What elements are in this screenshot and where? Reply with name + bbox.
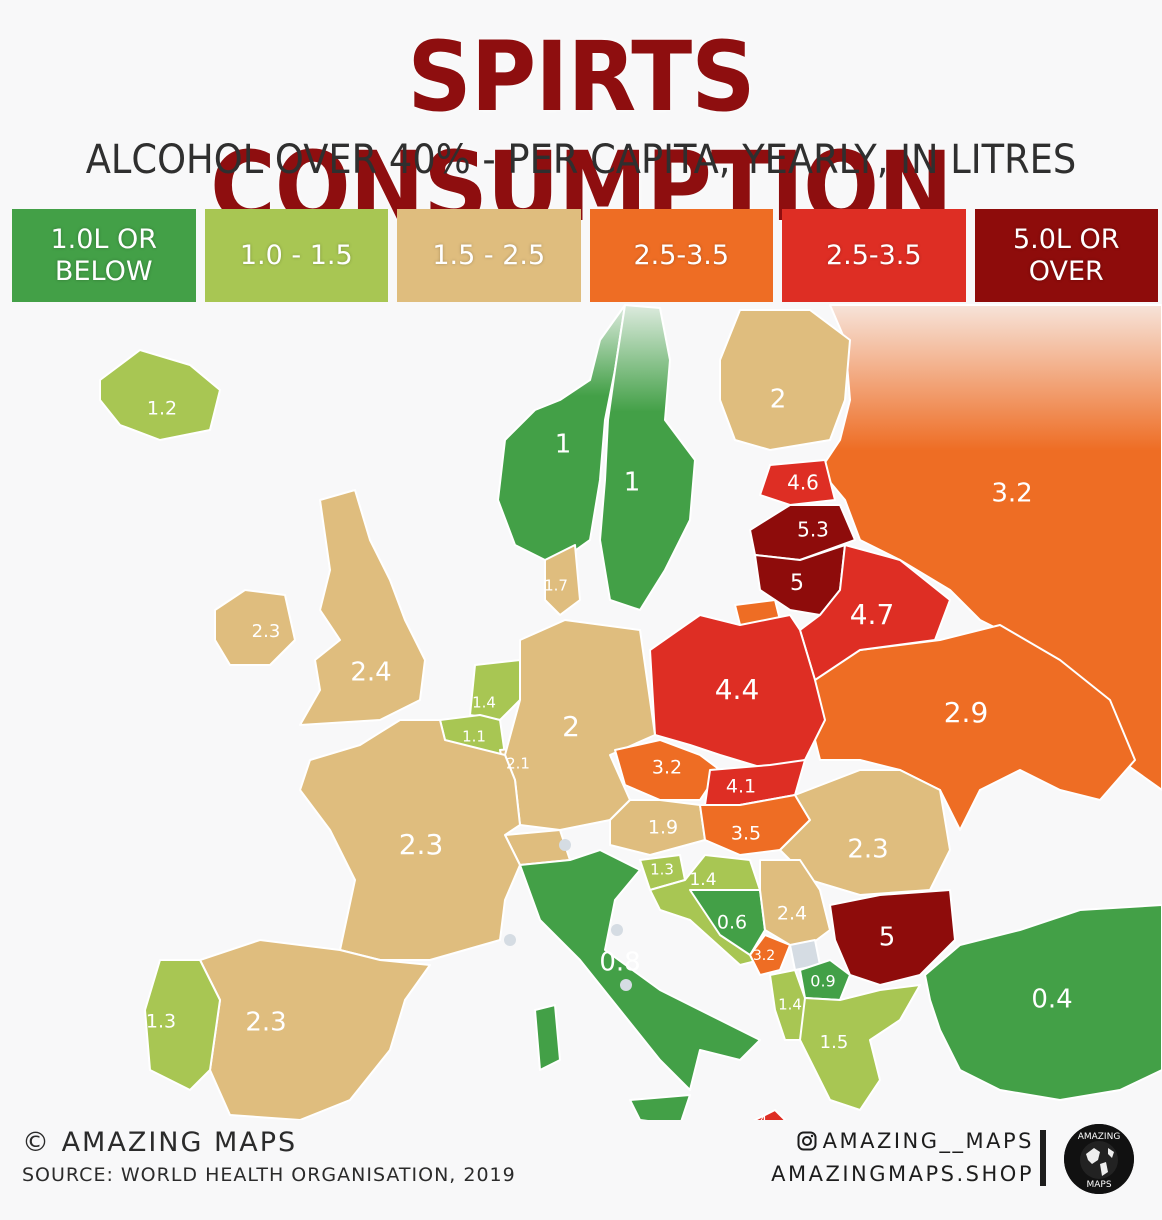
label-greece: 1.5 xyxy=(820,1032,849,1053)
legend-item-1.5-2.5: 1.5 - 2.5 xyxy=(397,209,581,302)
region-romania xyxy=(779,769,951,896)
label-bulgaria: 5 xyxy=(879,923,896,953)
label-lithuania: 5 xyxy=(790,571,804,596)
amazing-maps-logo: AMAZING MAPS xyxy=(1064,1124,1134,1194)
instagram-handle-text: AMAZING__MAPS xyxy=(822,1129,1034,1153)
europe-map: 1.2 1 1 2 4.6 5.3 5 3.2 4.7 2.3 2.4 1.7 … xyxy=(99,304,1162,1121)
page-subtitle: ALCOHOL OVER 40% - PER CAPITA, YEARLY, I… xyxy=(85,137,1077,183)
region-sardinia xyxy=(534,1004,561,1071)
region-belarus xyxy=(799,544,951,681)
region-denmark xyxy=(544,544,581,616)
logo-text-bottom: MAPS xyxy=(1086,1180,1111,1190)
label-bosnia: 0.6 xyxy=(717,912,747,934)
region-sicily xyxy=(629,1094,691,1120)
label-albania: 1.4 xyxy=(778,996,802,1014)
label-portugal: 1.3 xyxy=(146,1011,176,1033)
footer-social: AMAZING__MAPS AMAZINGMAPS.SHOP xyxy=(771,1126,1034,1192)
label-cyprus: 4 xyxy=(759,1115,767,1121)
region-turkey xyxy=(924,904,1162,1101)
label-spain: 2.3 xyxy=(245,1008,286,1038)
label-russia: 3.2 xyxy=(991,479,1032,509)
legend: 1.0L OR BELOW 1.0 - 1.5 1.5 - 2.5 2.5-3.… xyxy=(12,209,1158,302)
legend-item-1-1.5: 1.0 - 1.5 xyxy=(204,209,388,302)
region-poland xyxy=(649,614,826,771)
region-sweden xyxy=(599,304,696,611)
label-luxembourg: 2.1 xyxy=(506,755,530,773)
source-credit: SOURCE: WORLD HEALTH ORGANISATION, 2019 xyxy=(22,1164,516,1186)
legend-item-2.5-3.5-red: 2.5-3.5 xyxy=(782,209,966,302)
label-norway: 1 xyxy=(555,430,572,460)
region-spain xyxy=(199,939,431,1120)
instagram-handle[interactable]: AMAZING__MAPS xyxy=(771,1126,1034,1156)
region-portugal xyxy=(144,959,221,1091)
region-greece xyxy=(799,984,921,1111)
region-italy xyxy=(519,849,761,1091)
label-iceland: 1.2 xyxy=(147,398,177,420)
label-croatia: 1.4 xyxy=(689,870,716,890)
label-netherlands: 1.4 xyxy=(472,694,496,712)
region-bulgaria xyxy=(829,889,956,986)
label-romania: 2.3 xyxy=(847,835,888,865)
city-dot xyxy=(559,839,571,851)
label-slovakia: 4.1 xyxy=(726,776,756,798)
region-germany xyxy=(504,619,656,831)
label-austria: 1.9 xyxy=(648,817,678,839)
label-poland: 4.4 xyxy=(715,673,760,706)
label-czechia: 3.2 xyxy=(652,757,682,779)
label-turkey: 0.4 xyxy=(1031,985,1072,1015)
region-uk xyxy=(299,489,426,726)
website-link[interactable]: AMAZINGMAPS.SHOP xyxy=(771,1162,1034,1186)
region-montenegro xyxy=(749,934,791,976)
region-ukraine xyxy=(809,624,1136,831)
region-ireland xyxy=(214,589,296,666)
region-france xyxy=(299,719,521,961)
region-finland xyxy=(719,309,851,451)
label-serbia: 2.4 xyxy=(777,903,807,925)
label-belgium: 1.1 xyxy=(462,728,486,746)
label-denmark: 1.7 xyxy=(544,577,568,595)
region-cyprus xyxy=(752,1109,786,1120)
label-slovenia: 1.3 xyxy=(650,861,674,879)
label-italy: 0.8 xyxy=(599,948,640,978)
label-finland: 2 xyxy=(770,385,787,415)
label-latvia: 5.3 xyxy=(797,518,829,542)
label-germany: 2 xyxy=(562,710,580,743)
legend-item-over-5: 5.0L OR OVER xyxy=(974,209,1158,302)
footer-divider xyxy=(1040,1130,1046,1186)
label-ukraine: 2.9 xyxy=(944,696,989,729)
label-ireland: 2.3 xyxy=(252,621,281,642)
label-north-macedonia: 0.9 xyxy=(810,972,835,991)
region-netherlands xyxy=(469,659,521,721)
region-russia xyxy=(819,304,1162,791)
label-france: 2.3 xyxy=(399,828,444,861)
label-estonia: 4.6 xyxy=(787,471,819,495)
region-bosnia xyxy=(689,889,766,956)
city-dot xyxy=(620,979,632,991)
legend-item-2.5-3.5-orange: 2.5-3.5 xyxy=(589,209,773,302)
city-dot xyxy=(504,934,516,946)
instagram-icon xyxy=(797,1131,817,1151)
region-iceland xyxy=(99,349,221,441)
label-hungary: 3.5 xyxy=(731,823,761,845)
label-belarus: 4.7 xyxy=(850,598,895,631)
region-norway xyxy=(497,304,626,566)
region-estonia xyxy=(759,459,836,506)
label-sweden: 1 xyxy=(624,468,641,498)
legend-item-below-1: 1.0L OR BELOW xyxy=(12,209,196,302)
city-dot xyxy=(611,924,623,936)
logo-text-top: AMAZING xyxy=(1078,1132,1121,1142)
footer-credits: © AMAZING MAPS SOURCE: WORLD HEALTH ORGA… xyxy=(22,1126,516,1190)
label-uk: 2.4 xyxy=(350,658,391,688)
brand-credit: © AMAZING MAPS xyxy=(22,1127,298,1158)
label-montenegro: 3.2 xyxy=(753,948,775,964)
